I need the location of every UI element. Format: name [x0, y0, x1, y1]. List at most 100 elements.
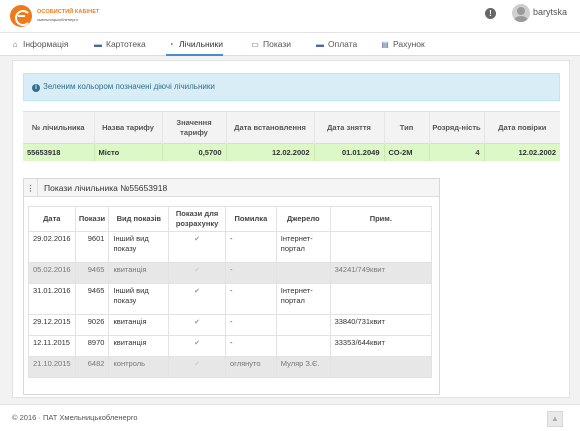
- info-icon: i: [32, 84, 40, 92]
- column-header[interactable]: Помилка: [224, 206, 277, 232]
- column-header[interactable]: Значення тарифу: [161, 111, 226, 144]
- logo[interactable]: ОСОБИСТИЙ КАБІНЕТ хмельницькобленерго: [10, 5, 99, 27]
- tab-label: Оплата: [328, 39, 358, 49]
- column-header[interactable]: Дата зняття: [313, 111, 384, 144]
- top-bar: ОСОБИСТИЙ КАБІНЕТ хмельницькобленерго ! …: [0, 0, 580, 33]
- table-row[interactable]: 05.02.2016 9465 квитанція ✔ - 34241/749квит: [28, 262, 433, 284]
- avatar[interactable]: [512, 4, 530, 22]
- tab-payment[interactable]: ▬ Оплата: [315, 33, 357, 56]
- column-header[interactable]: Тип: [383, 111, 429, 144]
- readings-header-row: Дата Покази Вид показів Покази для розра…: [28, 206, 433, 232]
- reading-source: Інтернет-портал: [275, 283, 331, 315]
- reading-error: оглянуто: [224, 356, 277, 378]
- reading-error: -: [224, 283, 277, 315]
- table-row[interactable]: 29.12.2015 9026 квитанція ✔ - 33840/731квит: [28, 314, 433, 336]
- column-header[interactable]: Покази: [74, 206, 110, 232]
- reading-note: 33353/644квит: [329, 335, 433, 357]
- home-icon: ⌂: [12, 40, 18, 49]
- tab-meters[interactable]: ◔ Лічильники: [166, 33, 223, 56]
- tab-label: Покази: [263, 39, 292, 49]
- reading-date: 12.11.2015: [28, 335, 76, 357]
- reading-source: [275, 335, 331, 357]
- reading-source: [275, 314, 331, 336]
- column-header[interactable]: Прим.: [329, 206, 433, 232]
- table-row[interactable]: 29.02.2016 9601 Інший вид показу ✔ - Інтернет…: [28, 231, 433, 263]
- reading-error: -: [224, 262, 277, 284]
- calc-checkbox: ✔: [168, 231, 226, 263]
- reading-kind: Інший вид показу: [108, 283, 170, 315]
- help-icon[interactable]: !: [485, 8, 496, 19]
- reading-value: 9601: [74, 231, 110, 263]
- gauge-icon: ◔: [168, 40, 174, 49]
- table-row[interactable]: 55653918 Місто 0,5700 12.02.2002 01.01.2…: [23, 143, 560, 161]
- tab-label: Рахунок: [393, 39, 425, 49]
- tab-label: Лічильники: [179, 39, 223, 49]
- reading-error: -: [224, 231, 277, 263]
- logo-icon: [10, 5, 32, 27]
- column-header[interactable]: Розряд-ність: [428, 111, 484, 144]
- reading-source: Інтернет-портал: [275, 231, 331, 263]
- logo-subtitle: хмельницькобленерго: [37, 16, 79, 22]
- reading-date: 29.02.2016: [28, 231, 76, 263]
- logo-title: ОСОБИСТИЙ КАБІНЕТ: [37, 9, 100, 16]
- column-header[interactable]: Покази для розрахунку: [168, 206, 226, 232]
- removal-date: 01.01.2049: [313, 143, 384, 161]
- reading-note: 34241/749квит: [329, 262, 433, 284]
- reading-date: 29.12.2015: [28, 314, 76, 336]
- tab-info[interactable]: ⌂ Інформація: [10, 33, 69, 56]
- check-disabled-icon: ✔: [194, 361, 200, 368]
- column-header[interactable]: Дата: [28, 206, 76, 232]
- info-alert: i Зеленим кольором позначені діючі лічиль…: [23, 73, 560, 101]
- reading-note: [329, 231, 433, 263]
- verification-date: 12.02.2002: [483, 143, 560, 161]
- tab-card-index[interactable]: ▬ Картотека: [93, 33, 146, 56]
- panel-header: ⋮ Покази лічильника №55653918: [24, 179, 439, 197]
- panel-title: Покази лічильника №55653918: [44, 183, 168, 193]
- reading-note: 33840/731квит: [329, 314, 433, 336]
- reading-value: 8970: [74, 335, 110, 357]
- reading-note: [329, 283, 433, 315]
- column-header[interactable]: Вид показів: [108, 206, 170, 232]
- meters-table: № лічильника Назва тарифу Значення тариф…: [23, 111, 560, 161]
- drag-handle-icon[interactable]: ⋮: [24, 179, 38, 197]
- copyright: © 2016 · ПАТ Хмельницькобленерго: [12, 413, 138, 422]
- tab-bill[interactable]: ▤ Рахунок: [380, 33, 425, 56]
- reading-date: 05.02.2016: [28, 262, 76, 284]
- tab-label: Інформація: [23, 39, 69, 49]
- main-nav: ⌂ Інформація ▬ Картотека ◔ Лічильники ▭ Пока…: [0, 33, 580, 56]
- column-header[interactable]: Дата повірки: [483, 111, 560, 144]
- scroll-top-button[interactable]: ▲: [547, 411, 563, 427]
- tab-readings[interactable]: ▭ Покази: [250, 33, 291, 56]
- file-icon: ▤: [381, 40, 389, 49]
- username[interactable]: barytska: [533, 7, 568, 17]
- reading-kind: контроль: [108, 356, 170, 378]
- column-header[interactable]: Джерело: [275, 206, 331, 232]
- reading-kind: квитанція: [108, 262, 170, 284]
- column-header[interactable]: Назва тарифу: [93, 111, 162, 144]
- reading-kind: Інший вид показу: [108, 231, 170, 263]
- card-icon: ▬: [94, 40, 102, 49]
- tariff-value: 0,5700: [161, 143, 226, 161]
- alert-text: Зеленим кольором позначені діючі лічильн…: [43, 82, 215, 91]
- meters-header-row: № лічильника Назва тарифу Значення тариф…: [23, 111, 560, 144]
- reading-value: 9465: [74, 262, 110, 284]
- reading-date: 31.01.2016: [28, 283, 76, 315]
- tab-label: Картотека: [106, 39, 146, 49]
- reading-source: [275, 262, 331, 284]
- list-icon: ▭: [251, 40, 259, 49]
- table-row[interactable]: 31.01.2016 9465 Інший вид показу ✔ - Інтернет…: [28, 283, 433, 315]
- reading-error: -: [224, 335, 277, 357]
- check-icon: ✔: [194, 319, 200, 326]
- reading-note: [329, 356, 433, 378]
- meter-type: СО-2М: [383, 143, 429, 161]
- calc-checkbox: ✔: [168, 356, 226, 378]
- main-content: i Зеленим кольором позначені діючі лічиль…: [12, 60, 570, 398]
- meter-number: 55653918: [23, 143, 94, 161]
- column-header[interactable]: Дата встановлення: [225, 111, 314, 144]
- column-header[interactable]: № лічильника: [23, 111, 94, 144]
- reading-error: -: [224, 314, 277, 336]
- reading-kind: квитанція: [108, 314, 170, 336]
- table-row[interactable]: 21.10.2015 6482 контроль ✔ оглянуто Муляр З.Є…: [28, 356, 433, 378]
- table-row[interactable]: 12.11.2015 8970 квитанція ✔ - 33353/644квит: [28, 335, 433, 357]
- calc-checkbox: ✔: [168, 314, 226, 336]
